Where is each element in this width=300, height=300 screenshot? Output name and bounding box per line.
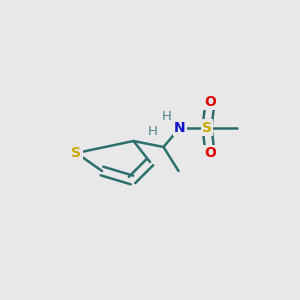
Text: S: S (202, 121, 212, 134)
Text: S: S (71, 146, 82, 160)
Text: N: N (174, 121, 186, 134)
Text: O: O (204, 95, 216, 109)
Text: H: H (162, 110, 171, 124)
Text: O: O (204, 146, 216, 160)
Text: H: H (148, 125, 158, 139)
